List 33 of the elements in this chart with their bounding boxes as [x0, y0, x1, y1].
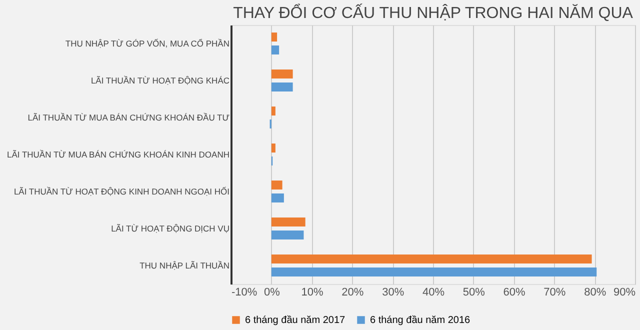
bar [271, 106, 276, 116]
bar [271, 267, 597, 276]
x-tick-label: -10% [232, 286, 258, 298]
legend-label: 6 tháng đầu năm 2016 [370, 315, 471, 326]
bar [271, 45, 280, 54]
y-tick-label: THU NHẬP TỪ GÓP VỐN, MUA CỔ PHẦN [65, 38, 230, 48]
x-tick-label: 80% [584, 286, 606, 298]
x-tick-label: 10% [301, 286, 324, 298]
bar [271, 193, 284, 202]
bar [271, 70, 293, 79]
bar [271, 180, 282, 190]
bar [271, 32, 278, 42]
x-tick-label: 60% [503, 286, 526, 298]
y-tick-label: LÃI THUẦN TỪ HOẠT ĐỘNG KHÁC [90, 76, 230, 86]
x-tick-label: 40% [422, 286, 445, 298]
y-tick-label: LÃI TỪ HOẠT ĐỘNG DỊCH VỤ [111, 224, 230, 234]
y-tick-label: LÃI THUẦN TỪ MUA BÁN CHỨNG KHOÁN KINH DOANH [7, 150, 230, 160]
x-tick-label: 70% [544, 286, 566, 298]
legend-label: 6 tháng đầu năm 2017 [245, 315, 346, 326]
bar [271, 82, 293, 92]
x-tick-label: 20% [342, 286, 364, 298]
x-tick-label: 0% [264, 286, 280, 298]
x-tick-label: 50% [462, 286, 486, 298]
x-tick-label: 30% [382, 286, 404, 298]
bar [271, 144, 276, 153]
bar [271, 254, 592, 264]
x-tick-label: 90% [613, 286, 636, 298]
bar [271, 218, 306, 227]
y-tick-label: LÃI THUẦN TỪ MUA BÁN CHỨNG KHOÁN ĐẦU TƯ [28, 112, 230, 122]
y-tick-label: THU NHẬP LÃI THUẦN [140, 260, 230, 270]
bar [271, 230, 304, 240]
y-tick-label: LÃI THUẦN TỪ HOẠT ĐỘNG KINH DOANH NGOẠI HỐI [14, 186, 230, 196]
chart-title: THAY ĐỔI CƠ CẤU THU NHẬP TRONG HAI NĂM QUA [233, 3, 634, 22]
